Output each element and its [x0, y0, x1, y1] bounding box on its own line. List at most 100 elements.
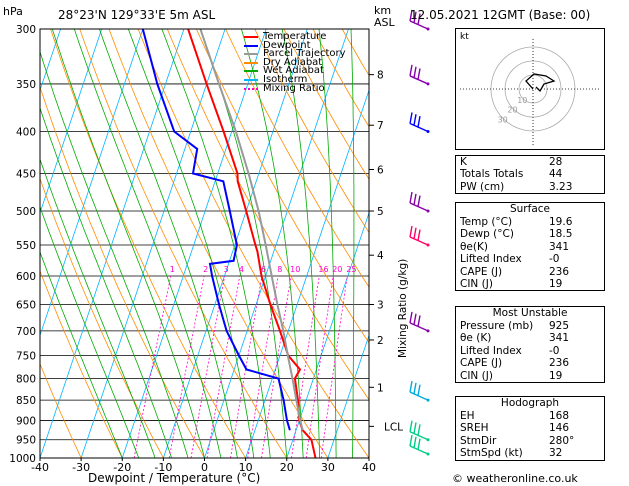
panel-key: Temp (°C) — [460, 216, 513, 228]
panel-value: 44 — [549, 168, 563, 181]
isotherm — [121, 29, 267, 458]
dry-adiabat — [254, 29, 369, 234]
panel-key: Pressure (mb) — [460, 320, 534, 332]
wind-barb — [409, 112, 430, 134]
panel-key: EH — [460, 410, 475, 422]
panel-key: θe(K) — [460, 240, 488, 253]
panel-key: CIN (J) — [460, 277, 493, 290]
panel-row: Pressure (mb) 925 — [456, 320, 604, 332]
pressure-tick-label: 1000 — [9, 453, 36, 465]
pressure-tick-label: 950 — [16, 435, 36, 447]
pressure-tick-label: 750 — [16, 350, 36, 362]
km-tick-label: 2 — [377, 335, 384, 347]
panel-value: -0 — [549, 344, 560, 357]
dry-adiabat — [137, 29, 369, 458]
panel-value: 19 — [549, 369, 563, 382]
legend-label: Wet Adiabat — [263, 65, 324, 77]
legend-swatch — [244, 61, 258, 64]
panel-value: 19.6 — [549, 216, 573, 228]
panel-key: SREH — [460, 422, 489, 435]
km-tick-label: 3 — [377, 300, 384, 312]
panel-row: Temp (°C) 19.6 — [456, 216, 604, 228]
wet-adiabat — [40, 158, 156, 458]
asl-label: ASL — [374, 16, 395, 29]
wet-adiabat — [161, 29, 271, 458]
wind-barb — [409, 434, 430, 456]
pressure-tick-label: 600 — [16, 271, 36, 283]
date-label: 12.05.2021 12GMT (Base: 00) — [410, 8, 591, 22]
panel-key: K — [460, 156, 467, 168]
legend-label: Temperature — [263, 31, 327, 42]
isotherm — [204, 29, 349, 458]
km-tick-label: 5 — [377, 206, 384, 218]
wet-adiabat — [318, 29, 337, 458]
wind-barb — [409, 9, 430, 31]
wet-adiabat — [350, 29, 355, 458]
isotherm — [327, 334, 369, 458]
panel-key: Lifted Index — [460, 253, 522, 266]
hodograph-unit-label: kt — [460, 32, 469, 42]
panel-key: PW (cm) — [460, 180, 505, 193]
mixing-ratio-line — [206, 275, 241, 458]
mixing-ratio-axis-title: Mixing Ratio (g/kg) — [397, 258, 409, 358]
mixing-ratio-label: 10 — [290, 265, 300, 274]
km-tick-label: 4 — [377, 250, 384, 262]
dry-adiabat — [225, 29, 369, 288]
pressure-tick-label: 650 — [16, 300, 36, 312]
mixing-ratio-line — [291, 275, 320, 458]
panel-key: Lifted Index — [460, 344, 522, 357]
panel-value: 280° — [549, 434, 575, 447]
panel-row: CAPE (J) 236 — [456, 357, 604, 369]
dry-adiabat — [196, 29, 369, 344]
mixing-ratio-label: 8 — [277, 265, 282, 274]
legend-swatch — [244, 70, 258, 73]
wind-barb — [409, 191, 430, 213]
most-unstable-panel: Most Unstable Pressure (mb) 925 θe (K) 341 Li… — [455, 306, 605, 383]
legend-label: Isotherm — [263, 74, 308, 85]
panel-value: 146 — [549, 422, 570, 435]
isotherm — [40, 29, 103, 215]
panel-key: StmDir — [460, 434, 497, 447]
pressure-tick-label: 700 — [16, 326, 36, 338]
mixing-ratio-label: 20 — [332, 265, 342, 274]
dry-adiabat — [166, 29, 369, 401]
panel-value: 18.5 — [549, 228, 573, 241]
wet-adiabat — [40, 250, 123, 458]
wet-adiabat — [73, 29, 222, 458]
x-tick-label: -40 — [31, 461, 49, 474]
x-tick-label: 40 — [362, 461, 376, 474]
wet-adiabat — [241, 29, 304, 458]
isotherm — [80, 29, 226, 458]
pressure-tick-label: 400 — [16, 127, 36, 139]
dry-adiabat — [40, 85, 205, 458]
mixing-ratio-label: 4 — [239, 265, 244, 274]
mixing-ratio-line — [305, 275, 334, 458]
mixing-ratio-label: 25 — [346, 265, 356, 274]
dry-adiabat — [50, 29, 246, 458]
mixing-ratio-label: 3 — [224, 265, 229, 274]
legend-swatch — [244, 44, 258, 47]
panel-row: θe(K) 341 — [456, 241, 604, 253]
isotherm — [40, 29, 185, 458]
km-tick-label: 8 — [377, 70, 384, 82]
pressure-tick-label: 850 — [16, 395, 36, 407]
mixing-ratio-line — [320, 275, 348, 458]
legend-swatch — [244, 53, 258, 56]
panel-value: 341 — [549, 240, 570, 253]
panel-value: 236 — [549, 357, 570, 370]
mixing-ratio-line — [230, 275, 263, 458]
panel-key: CIN (J) — [460, 369, 493, 382]
legend-swatch — [244, 79, 258, 81]
legend-label: Dry Adiabat — [263, 56, 323, 68]
hodograph-ring-label: 20 — [507, 106, 517, 115]
km-tick-label: 7 — [377, 120, 384, 132]
panel-row: CIN (J) 19 — [456, 278, 604, 290]
pressure-tick-label: 450 — [16, 168, 36, 180]
legend-label: Dewpoint — [263, 39, 311, 51]
mixing-ratio-label: 1 — [170, 265, 175, 274]
dry-adiabat — [283, 29, 369, 180]
location-label: 28°23'N 129°33'E 5m ASL — [58, 8, 216, 22]
km-label: km — [374, 4, 392, 17]
